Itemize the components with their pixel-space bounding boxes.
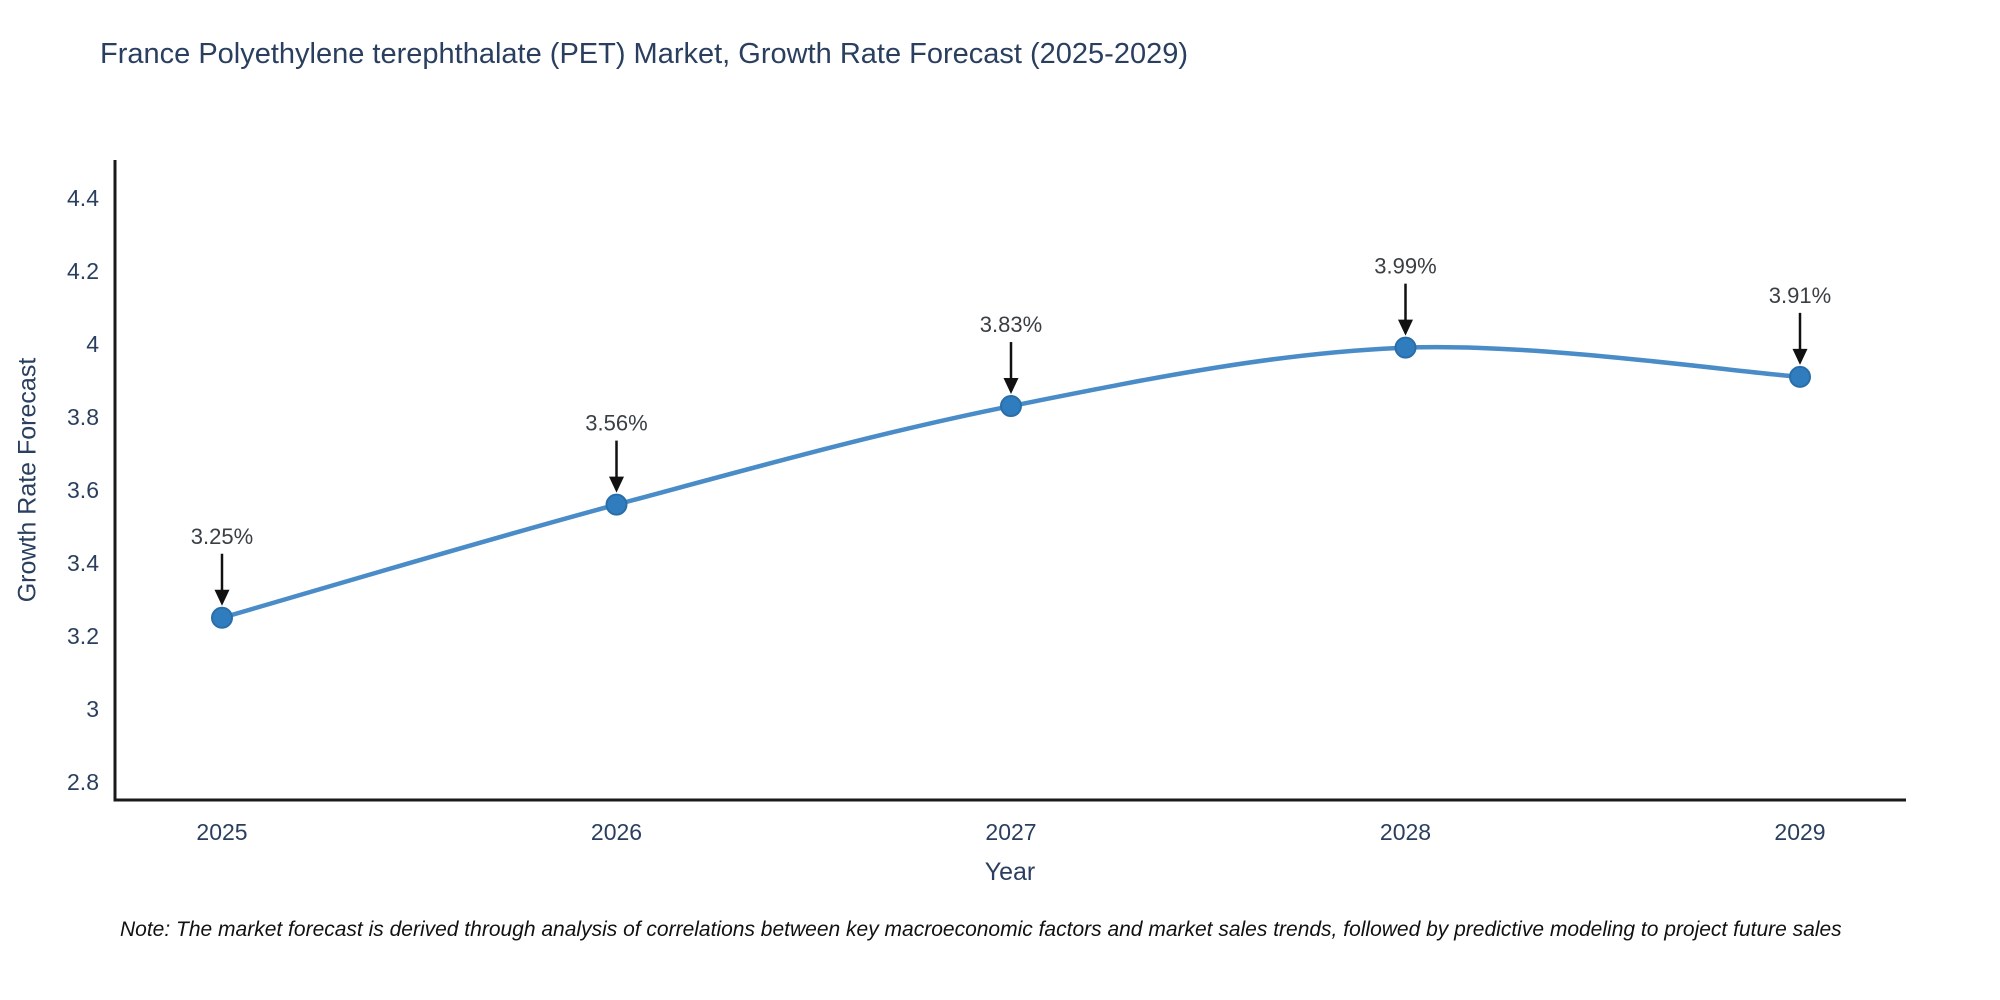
axis-lines [113, 160, 1906, 802]
y-tick-label: 3.2 [67, 623, 99, 649]
data-point-2025[interactable] [211, 606, 233, 629]
annotation-label: 3.25% [191, 524, 253, 549]
y-tick-label: 2.8 [67, 769, 99, 795]
annotation-label: 3.56% [585, 411, 647, 436]
y-tick-label: 4 [86, 331, 99, 357]
y-tick-label: 3.8 [67, 404, 99, 430]
footnote: Note: The market forecast is derived thr… [120, 918, 1842, 941]
x-tick-label: 2028 [1380, 819, 1431, 845]
y-tick-label: 3.6 [67, 477, 99, 503]
annotation-arrowhead [1398, 319, 1413, 336]
annotation-arrowhead [214, 589, 230, 606]
annotation-arrowhead [1003, 378, 1019, 395]
y-tick-label: 4.2 [67, 258, 99, 284]
x-axis-title: Year [984, 858, 1036, 886]
y-tick-label: 4.4 [67, 185, 99, 211]
x-tick-label: 2026 [591, 819, 642, 845]
y-tick-label: 3.4 [67, 550, 99, 576]
annotation-arrowhead [1792, 348, 1808, 365]
x-tick-label: 2029 [1774, 819, 1825, 845]
chart-title: France Polyethylene terephthalate (PET) … [100, 38, 1189, 70]
data-point-2027[interactable] [1000, 395, 1022, 418]
x-tick-label: 2025 [196, 819, 247, 845]
annotation-label: 3.99% [1374, 254, 1436, 279]
y-tick-label: 3 [86, 696, 99, 722]
x-tick-label: 2027 [985, 819, 1036, 845]
data-point-2026[interactable] [605, 493, 628, 516]
annotation-label: 3.91% [1769, 283, 1831, 308]
data-point-2029[interactable] [1789, 365, 1811, 388]
annotation-label: 3.83% [980, 312, 1042, 337]
data-point-2028[interactable] [1394, 336, 1417, 359]
annotation-arrowhead [609, 476, 624, 493]
